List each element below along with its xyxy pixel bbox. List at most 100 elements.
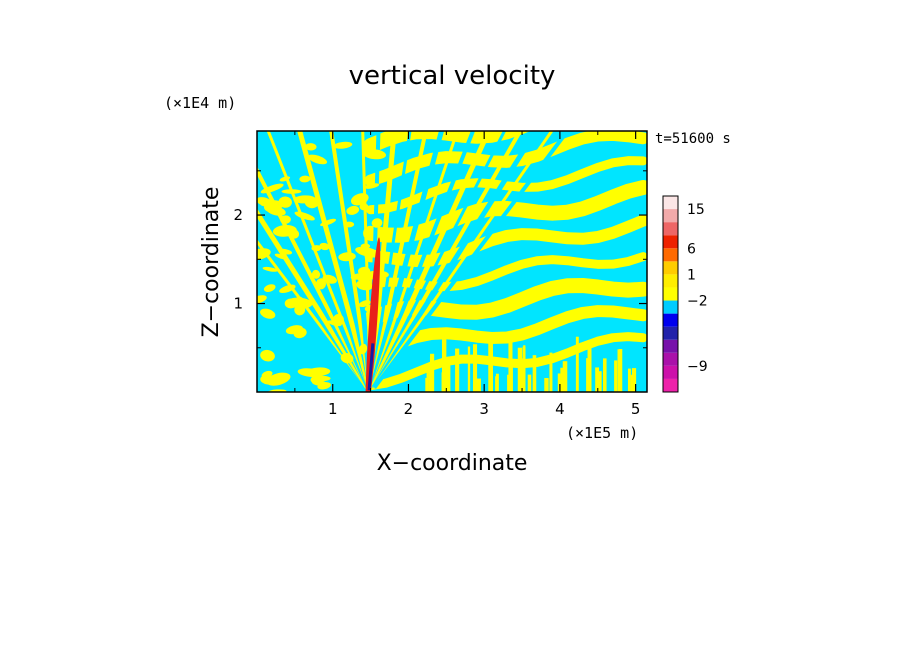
wave-streak [467,346,471,392]
y-tick-label: 2 [233,206,243,224]
colorbar-swatch [663,313,678,327]
wave-streak [562,361,568,392]
x-tick-label: 5 [631,400,641,418]
colorbar-label: −9 [687,359,708,375]
wave-ray [372,131,570,389]
x-axis: 1 2 3 4 5 [294,131,641,418]
wave-streak [517,347,523,392]
colorbar-swatch [663,352,678,366]
wave-blob [327,320,342,327]
x-tick-label: 2 [404,400,414,418]
x-tick-label: 4 [555,400,565,418]
wave-ray [344,131,373,388]
wave-blob [297,368,324,378]
wave-streak [488,334,491,392]
wave-streak [425,377,428,392]
colorbar-label: 15 [687,202,705,218]
wave-blob [260,349,275,362]
wave-blob [262,266,278,272]
wave-ray [297,131,372,389]
wave-blob [280,215,291,224]
wave-streak [489,336,493,392]
wave-streak [444,372,447,392]
wave-blob [311,380,327,386]
colorbar-label: −2 [687,294,708,310]
wave-band [364,214,647,268]
colorbar-swatch [663,209,678,223]
wave-blob [355,246,381,258]
wave-blob [355,280,373,291]
wave-streak [472,344,478,392]
colorbar-swatch [663,222,678,236]
updraft-core [365,237,381,392]
wave-blob [333,141,353,149]
y-axis-label: Z−coordinate [199,187,224,338]
wave-ray [257,239,369,389]
wave-blob [305,143,317,151]
wave-blob [261,370,273,379]
wave-band [364,305,647,361]
wave-streak [586,358,589,392]
wave-ray [369,131,444,389]
wave-blob [293,195,316,204]
wave-ray [266,131,371,389]
time-label: t=51600 s [655,131,731,147]
colorbar-swatch [663,326,678,340]
wave-streak [597,371,602,392]
wave-ray [369,131,428,388]
wave-ray [372,131,553,389]
wave-blob [294,211,315,221]
wave-ray [371,131,539,389]
wave-blob [286,297,313,309]
wave-blob [314,375,331,382]
wave-blob [315,278,327,290]
downdraft-core [367,343,375,391]
velocity-field [257,131,647,392]
colorbar-frame [662,195,679,393]
wave-streak [617,349,622,392]
x-scale-label: (×1E5 m) [566,424,638,442]
wave-streak [441,335,447,392]
wave-ray [282,131,371,389]
wave-ray [257,166,370,389]
x-tick-label: 1 [328,400,338,418]
wave-blob [364,183,380,189]
wave-blob [264,200,283,213]
colorbar-label: 6 [687,241,696,257]
colorbar-label: 1 [687,267,696,283]
wave-band [363,131,531,154]
wave-streak [603,358,607,392]
wave-streak [508,338,513,392]
plot-frame [256,130,648,393]
wave-streak [557,373,561,392]
wave-blob [278,248,293,255]
plot-area [257,131,647,392]
wave-streak [476,378,481,392]
wave-streak [522,346,526,392]
colorbar-swatch [663,261,678,275]
wave-ray [370,131,459,389]
wave-blob [260,183,284,194]
wave-blob [340,353,354,364]
colorbar-swatch [663,365,678,379]
wave-streak [549,352,553,392]
wave-blob [362,149,387,160]
wave-streak [532,355,537,392]
wave-blob [343,221,355,228]
wave-streak [631,368,637,392]
wave-streak [507,374,511,392]
y-tick-label: 1 [233,295,243,313]
wave-blob [350,193,369,206]
wave-streak [614,360,618,392]
wave-blob [307,154,328,165]
wave-streak [430,353,435,392]
wave-ray [370,131,475,389]
wave-blob [263,284,276,292]
y-axis: 12 [233,170,647,349]
colorbar-swatch [663,300,678,314]
wave-streak [495,373,499,392]
wave-streak [560,367,564,392]
x-axis-label: X−coordinate [377,451,528,476]
wave-band [363,277,647,327]
